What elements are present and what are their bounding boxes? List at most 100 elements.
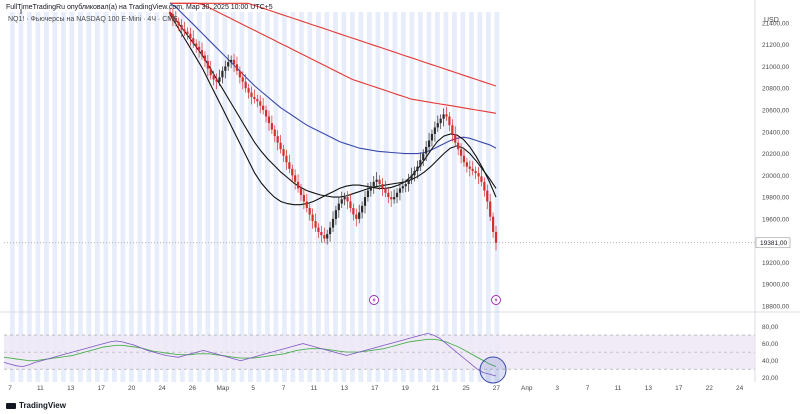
- last-price-box: [755, 237, 791, 249]
- candle-body: [483, 181, 486, 191]
- candle-body: [256, 99, 259, 102]
- candle-body: [442, 114, 445, 119]
- x-tick-label: 11: [311, 385, 318, 392]
- candle-body: [465, 162, 468, 167]
- session-band: [86, 12, 92, 382]
- price-tick-label: 20400,00: [762, 129, 789, 136]
- session-band: [392, 12, 398, 382]
- candle-body: [177, 21, 180, 26]
- price-tick-label: 19200,00: [762, 260, 789, 267]
- session-band: [52, 12, 58, 382]
- price-tick-label: 21200,00: [762, 42, 789, 49]
- session-band: [367, 12, 372, 382]
- session-band: [10, 12, 15, 382]
- session-band: [112, 12, 117, 382]
- candle-body: [247, 88, 250, 93]
- candle-body: [393, 197, 396, 200]
- price-tick-label: 20600,00: [762, 108, 789, 115]
- session-band: [273, 12, 279, 382]
- candle-body: [349, 201, 352, 208]
- rsi-tick-label: 60,00: [762, 341, 779, 348]
- candle-body: [314, 221, 317, 228]
- candle-body: [425, 147, 428, 154]
- candle-body: [416, 166, 419, 171]
- session-band: [452, 12, 457, 382]
- session-band: [350, 12, 355, 382]
- candle-body: [253, 96, 256, 100]
- candle-body: [445, 114, 448, 117]
- x-tick-label: 17: [675, 385, 683, 392]
- session-band: [103, 12, 109, 382]
- candle-body: [384, 188, 387, 193]
- session-band: [180, 12, 185, 382]
- candle-body: [361, 205, 364, 213]
- x-tick-label: 24: [158, 385, 166, 392]
- candle-body: [451, 125, 454, 134]
- candle-body: [291, 168, 294, 176]
- session-band: [443, 12, 449, 382]
- price-tick-label: 21000,00: [762, 64, 789, 71]
- candle-body: [282, 149, 285, 156]
- candle-body: [433, 127, 436, 134]
- candle-body: [221, 70, 224, 78]
- candle-body: [305, 201, 308, 208]
- candle-body: [375, 179, 378, 182]
- symbol-legend[interactable]: NQ1! · Фьючерсы на NASDAQ 100 E-Mini · 4…: [8, 16, 178, 23]
- candle-body: [267, 116, 271, 124]
- session-band: [35, 12, 41, 382]
- candle-body: [398, 188, 402, 193]
- candle-body: [454, 133, 457, 143]
- price-tick-label: 19800,00: [762, 195, 789, 202]
- session-band: [129, 12, 134, 382]
- brand-label: TradingView: [19, 401, 66, 410]
- session-band: [418, 12, 423, 382]
- candle-body: [390, 197, 393, 200]
- session-band: [324, 12, 330, 382]
- x-tick-label: 22: [706, 385, 714, 392]
- candle-body: [346, 197, 349, 202]
- lightning-icon-bolt: [494, 297, 498, 303]
- candle-body: [326, 234, 329, 239]
- session-band: [469, 12, 474, 382]
- candle-body: [288, 162, 291, 169]
- x-tick-label: 27: [493, 385, 501, 392]
- moving-averages: [169, 2, 497, 206]
- candle-body: [468, 166, 471, 169]
- candle-body: [273, 129, 276, 137]
- session-band: [61, 12, 66, 382]
- candle-body: [294, 175, 297, 182]
- candle-body: [241, 77, 244, 82]
- price-tick-label: 20800,00: [762, 86, 789, 93]
- x-tick-label: 13: [341, 385, 349, 392]
- session-band: [137, 12, 143, 382]
- x-tick-label: 24: [736, 385, 744, 392]
- candle-body: [227, 62, 230, 67]
- candle-body: [285, 155, 288, 163]
- candle-body: [209, 68, 212, 76]
- candle-body: [195, 43, 198, 47]
- x-tick-label: 17: [98, 385, 106, 392]
- session-band: [384, 12, 389, 382]
- session-band: [95, 12, 100, 382]
- candle-body: [308, 208, 311, 215]
- tradingview-logo-icon: [6, 402, 16, 409]
- candle-body: [244, 81, 247, 89]
- price-tick-label: 21400,00: [762, 20, 789, 27]
- candle-body: [480, 176, 483, 182]
- candle-body: [270, 123, 273, 130]
- session-band: [78, 12, 83, 382]
- candle-body: [206, 61, 209, 69]
- session-band: [290, 12, 296, 382]
- tradingview-logo[interactable]: TradingView: [6, 401, 66, 410]
- candle-body: [323, 235, 326, 239]
- x-tick-label: Апр: [521, 385, 533, 392]
- candle-body: [419, 160, 422, 167]
- x-tick-label: 21: [432, 385, 440, 392]
- ema-line: [170, 2, 497, 87]
- candle-body: [328, 227, 332, 235]
- candle-body: [215, 79, 218, 82]
- lightning-icon: [491, 295, 501, 305]
- candle-body: [171, 14, 175, 19]
- session-band: [163, 12, 168, 382]
